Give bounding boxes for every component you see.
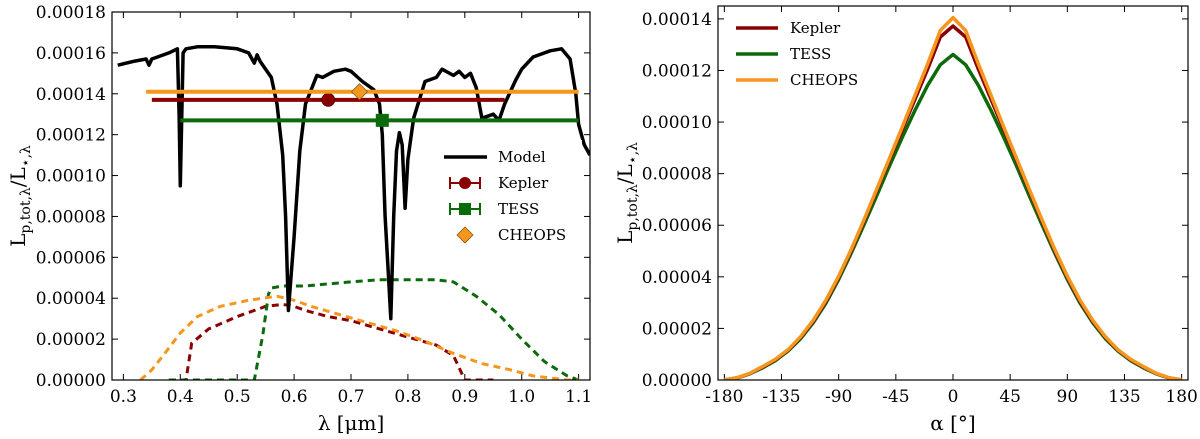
right-y-axis-label: Lp,tot,λ/L⋆,λ [613, 142, 641, 244]
right-y-tick-label: 0.00008 [642, 165, 712, 185]
tess-response-curve [168, 278, 580, 380]
model-spectrum-line [117, 45, 590, 321]
left-x-tick-label: 1.1 [565, 387, 592, 407]
right-x-tick-label: 135 [1108, 387, 1140, 407]
right-y-tick-label: 0.00004 [642, 268, 712, 288]
left-x-tick-label: 0.3 [110, 387, 137, 407]
legend-cheops-marker [456, 226, 474, 244]
right-y-tick-labels: 0.00000 0.00002 0.00004 0.00006 0.00008 0.000… [642, 10, 712, 391]
right-x-tick-label: 45 [999, 387, 1021, 407]
left-y-tick-label: 0.00008 [36, 207, 106, 227]
left-y-tick-label: 0.00012 [36, 126, 106, 146]
legend-tess-marker [459, 203, 471, 215]
right-x-tick-label: -90 [825, 387, 852, 407]
left-x-axis-label: λ [μm] [318, 411, 385, 435]
left-y-tick-label: 0.00014 [36, 85, 106, 105]
left-y-tick-label: 0.00006 [36, 248, 106, 268]
left-y-tick-label: 0.00016 [36, 44, 106, 64]
legend-kepler-marker [459, 177, 471, 189]
left-y-tick-labels: 0.00000 0.00002 0.00004 0.00006 0.00008 0.000… [36, 3, 106, 391]
right-y-tick-label: 0.00002 [642, 319, 712, 339]
legend-right-cheops-label: CHEOPS [790, 71, 858, 89]
right-ticks [718, 6, 1188, 381]
right-x-axis-label: α [°] [930, 411, 975, 435]
left-x-tick-label: 0.8 [394, 387, 421, 407]
legend-right-kepler-label: Kepler [790, 19, 841, 37]
left-x-tick-label: 1.0 [508, 387, 535, 407]
left-y-tick-label: 0.00018 [36, 3, 106, 23]
legend-kepler-label: Kepler [498, 174, 549, 192]
left-band-lines [146, 83, 579, 127]
right-y-tick-label: 0.00006 [642, 216, 712, 236]
right-x-tick-label: 180 [1165, 387, 1197, 407]
left-x-tick-label: 0.4 [167, 387, 194, 407]
left-legend-background [432, 140, 582, 260]
left-x-tick-label: 0.6 [281, 387, 308, 407]
tess-marker [375, 113, 389, 127]
left-ticks [112, 11, 590, 381]
left-y-tick-label: 0.00000 [36, 371, 106, 391]
left-y-tick-label: 0.00010 [36, 167, 106, 187]
left-response-curves [139, 278, 580, 380]
cheops-response-curve [139, 294, 579, 380]
left-y-tick-label: 0.00002 [36, 330, 106, 350]
right-x-tick-label: -135 [762, 387, 800, 407]
legend-model-label: Model [498, 148, 546, 166]
right-y-tick-label: 0.00000 [642, 371, 712, 391]
legend-right-tess-label: TESS [790, 45, 831, 63]
left-x-tick-label: 0.9 [451, 387, 478, 407]
right-legend: Kepler TESS CHEOPS [736, 19, 858, 89]
right-y-tick-label: 0.00010 [642, 113, 712, 133]
cheops-phase-curve [724, 15, 1182, 380]
left-x-tick-label: 0.5 [224, 387, 251, 407]
right-x-tick-label: 0 [948, 387, 959, 407]
right-x-tick-label: -180 [705, 387, 743, 407]
left-legend: Model Kepler TESS CHEOPS [432, 140, 582, 260]
right-series-lines [724, 15, 1182, 380]
legend-cheops-label: CHEOPS [498, 226, 566, 244]
right-x-tick-label: -45 [882, 387, 909, 407]
kepler-response-curve [168, 302, 494, 380]
right-panel: 0.00000 0.00002 0.00004 0.00006 0.00008 0.000… [613, 5, 1198, 435]
right-x-tick-labels: -180 -135 -90 -45 0 45 90 135 180 [705, 387, 1198, 407]
left-panel: 0.00000 0.00002 0.00004 0.00006 0.00008 0.000… [6, 3, 592, 435]
left-x-tick-labels: 0.3 0.4 0.5 0.6 0.7 0.8 0.9 1.0 1.1 [110, 387, 592, 407]
left-y-tick-label: 0.00004 [36, 289, 106, 309]
tess-phase-curve [724, 52, 1182, 380]
legend-tess-label: TESS [498, 200, 539, 218]
kepler-marker [321, 93, 336, 107]
left-x-tick-label: 0.7 [337, 387, 364, 407]
left-plot-frame [111, 11, 591, 381]
right-x-tick-label: 90 [1057, 387, 1079, 407]
right-y-tick-label: 0.00012 [642, 61, 712, 81]
left-y-axis-label: Lp,tot,λ/L⋆,λ [6, 145, 34, 247]
right-plot-frame [717, 5, 1189, 381]
right-y-tick-label: 0.00014 [642, 10, 712, 30]
cheops-marker [350, 83, 369, 101]
